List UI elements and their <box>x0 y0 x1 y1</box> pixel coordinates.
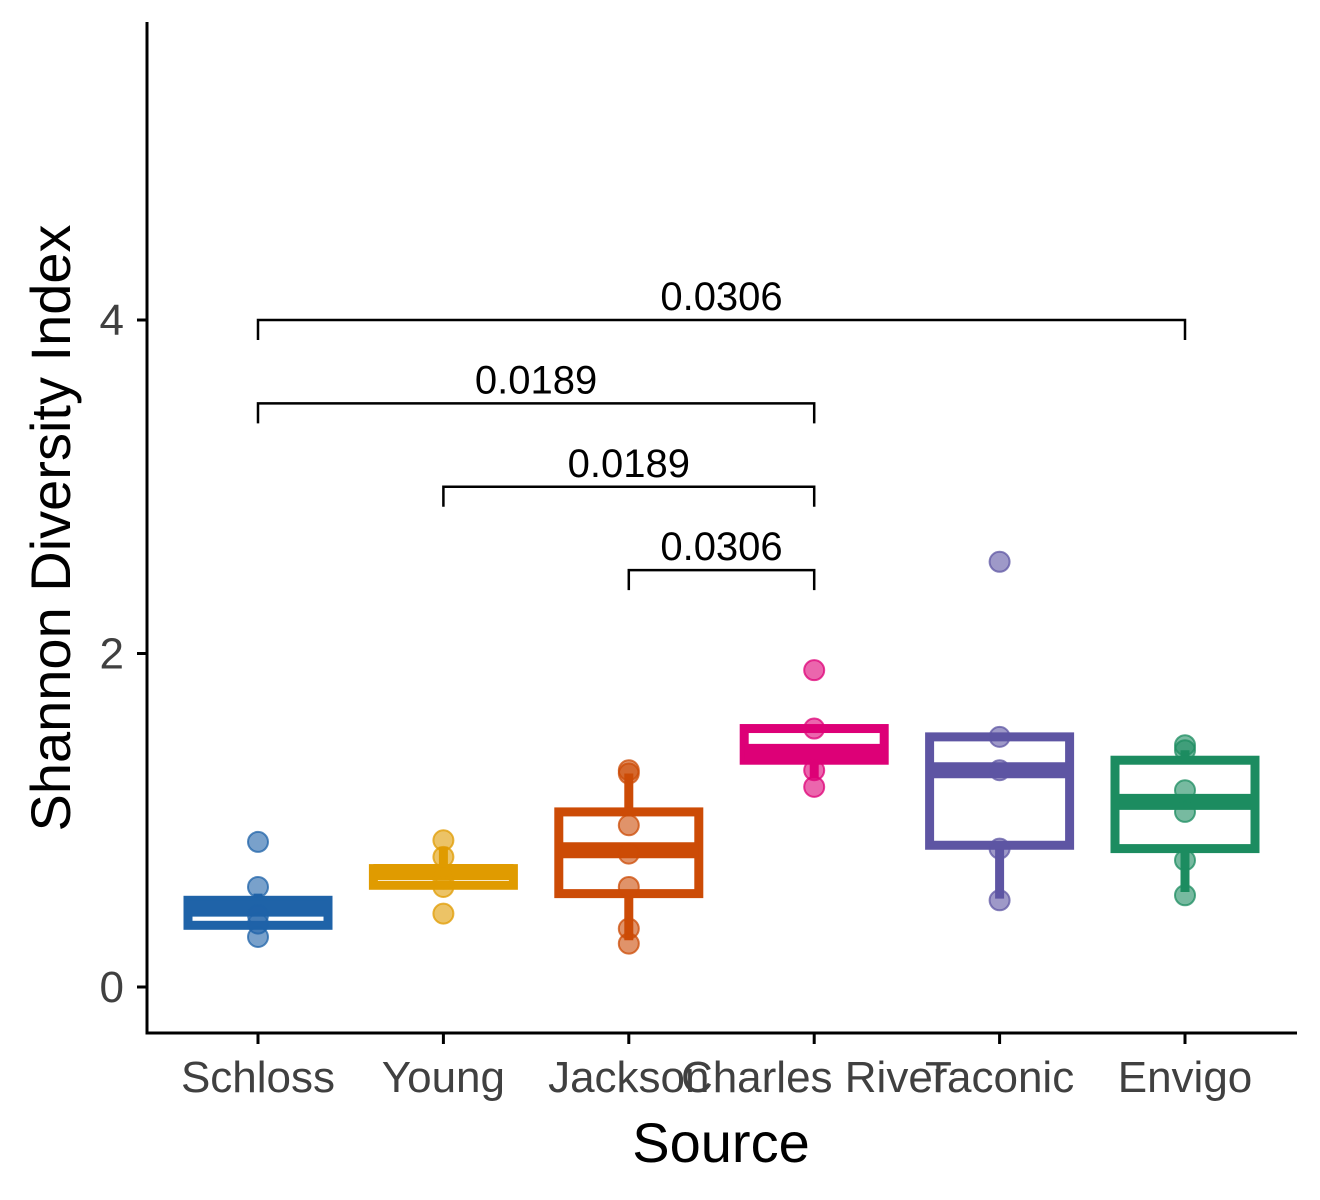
data-point-envigo-4 <box>1174 800 1196 823</box>
box-taconic <box>925 732 1075 899</box>
x-tick-label-schloss: Schloss <box>181 1053 335 1102</box>
y-tick-label-0: 0 <box>100 963 124 1012</box>
significance-bracket-2: 0.0189 <box>442 442 816 507</box>
data-point-young-4 <box>432 875 455 898</box>
data-point-taconic-1 <box>988 550 1011 573</box>
data-point-schloss-2 <box>247 875 269 898</box>
data-point-envigo-5 <box>1174 849 1196 872</box>
data-point-taconic-3 <box>988 759 1011 782</box>
y-tick-label-2: 2 <box>100 630 124 679</box>
x-tick-label-charles-river: Charles River <box>681 1053 948 1102</box>
p-value-label-2: 0.0189 <box>568 442 690 486</box>
p-value-label-3: 0.0189 <box>475 358 597 402</box>
box-body-taconic <box>925 732 1075 850</box>
x-tick-label-taconic: Taconic <box>925 1053 1074 1102</box>
data-point-young-5 <box>432 902 455 925</box>
bracket-line-3 <box>256 402 816 424</box>
data-point-charles-river-2 <box>803 717 826 740</box>
x-tick-label-young: Young <box>382 1053 505 1102</box>
data-point-envigo-6 <box>1174 884 1196 907</box>
p-value-label-1: 0.0306 <box>660 525 782 569</box>
data-point-jackson-4 <box>617 842 640 865</box>
p-value-label-4: 0.0306 <box>660 275 782 319</box>
data-point-envigo-3 <box>1174 779 1196 802</box>
y-axis-title: Shannon Diversity Index <box>19 224 82 831</box>
significance-bracket-4: 0.0306 <box>256 275 1187 340</box>
data-point-envigo-2 <box>1174 739 1196 762</box>
data-point-charles-river-1 <box>803 659 826 682</box>
bracket-line-4 <box>256 318 1187 340</box>
bracket-line-1 <box>627 568 816 591</box>
data-point-schloss-5 <box>247 925 269 948</box>
data-point-jackson-3 <box>617 814 640 837</box>
data-point-taconic-2 <box>988 725 1011 748</box>
data-point-taconic-5 <box>988 889 1011 912</box>
data-point-young-2 <box>432 845 455 868</box>
plot-marks <box>183 550 1260 955</box>
data-point-jackson-2 <box>617 762 640 785</box>
x-axis-title: Source <box>632 1111 809 1174</box>
data-point-charles-river-4 <box>803 775 826 798</box>
data-point-schloss-1 <box>247 830 269 853</box>
x-tick-label-jackson: Jackson <box>548 1053 709 1102</box>
data-point-jackson-5 <box>617 875 640 898</box>
y-tick-label-4: 4 <box>100 296 124 345</box>
axes <box>145 22 1297 1035</box>
bracket-line-2 <box>442 485 816 507</box>
significance-bracket-1: 0.0306 <box>627 525 816 591</box>
x-tick-label-envigo: Envigo <box>1118 1053 1253 1102</box>
data-point-taconic-4 <box>988 837 1011 860</box>
data-point-jackson-7 <box>617 932 640 955</box>
significance-bracket-3: 0.0189 <box>256 358 816 424</box>
